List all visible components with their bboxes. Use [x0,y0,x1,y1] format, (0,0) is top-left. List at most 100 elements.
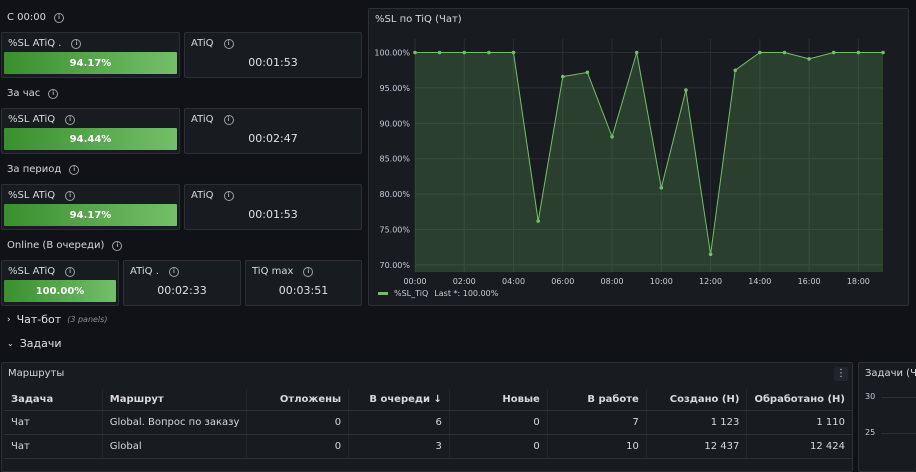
info-icon[interactable]: i [48,88,59,99]
sl-gauge-bar: 100.00% [4,280,116,302]
row-title: Задачи [19,337,62,350]
data-point [487,50,491,55]
x-tick-label: 16:00 [798,277,821,286]
cell-processed: 12 424 [746,434,852,459]
data-point [585,70,590,75]
stat-panel-sl-period[interactable]: %SL ATiQ i 94.17% [1,184,180,230]
data-point [831,50,836,55]
info-icon[interactable]: i [65,114,76,125]
x-tick-label: 12:00 [699,277,722,286]
x-tick-label: 02:00 [453,277,476,286]
row-chatbot[interactable]: › Чат-бот (3 panels) [7,313,107,326]
legend-series-name: %SL_TiQ [394,289,429,298]
stat-panel-atiq-since-midnight[interactable]: ATiQ i 00:01:53 [184,32,362,78]
cell-in-progress: 10 [546,434,647,459]
x-tick-label: 06:00 [551,277,574,286]
info-icon[interactable]: i [168,266,179,277]
cell-new: 0 [448,434,548,459]
info-icon[interactable]: i [53,12,64,23]
column-header-task[interactable]: Задача [4,389,103,411]
atiq-value: 00:01:53 [248,208,298,221]
cell-deferred: 0 [246,434,349,459]
stat-panel-sl-last-hour[interactable]: %SL ATiQ i 94.44% [1,108,180,154]
info-icon[interactable]: i [112,240,123,251]
grid-line [881,397,916,398]
data-point [881,50,885,55]
chart-panel-title: %SL по TiQ (Чат) [375,14,462,25]
data-point [634,50,639,55]
cell-in-queue: 6 [348,410,450,435]
data-point [733,68,738,73]
panel-title: ATiQ [191,38,214,49]
stat-panel-atiq-period[interactable]: ATiQ i 00:01:53 [184,184,362,230]
sort-arrow-down-icon: ↓ [433,394,442,405]
column-header-processed[interactable]: Обработано (Н) [746,389,852,411]
data-point [856,50,861,55]
routes-table: Задача Маршрут Отложены В очереди ↓ Новы… [4,389,852,459]
sl-gauge-bar: 94.17% [4,204,177,226]
column-header-in-progress[interactable]: В работе [546,389,647,411]
y-tick-label: 95.00% [379,84,410,93]
y-tick-label: 90.00% [379,119,410,128]
info-icon[interactable]: i [71,38,82,49]
section-title-online: Online (В очереди) i [7,240,123,251]
cell-in-queue: 3 [348,434,450,459]
sl-value: 100.00% [35,285,85,297]
routes-panel-title: Маршруты [8,368,65,379]
data-point [536,219,540,223]
column-header-new[interactable]: Новые [448,389,548,411]
data-point [437,50,442,55]
x-tick-label: 00:00 [403,277,426,286]
info-icon[interactable]: i [223,38,234,49]
dots-vertical-icon[interactable]: ⋮ [834,367,848,381]
data-point [708,252,713,257]
sl-gauge-bar: 94.17% [4,52,177,74]
x-tick-label: 14:00 [748,277,771,286]
cell-route: Global [101,434,247,459]
column-header-created[interactable]: Создано (Н) [645,389,747,411]
cell-deferred: 0 [246,410,349,435]
data-point [659,185,664,190]
cell-route: Global. Вопрос по заказу [101,410,247,435]
sl-value: 94.44% [69,133,112,145]
info-icon[interactable]: i [223,114,234,125]
cell-task: Чат [4,410,103,435]
cell-in-progress: 7 [546,410,647,435]
y-tick-label: 70.00% [379,261,410,270]
cell-created: 1 123 [645,410,747,435]
sl-tiq-chart: 100.00% 95.00% 90.00% 85.00% 80.00% 75.00% 70.… [374,39,885,286]
y-tick-label: 30 [865,392,876,401]
sl-value: 94.17% [69,209,112,221]
panel-title: %SL ATiQ . [8,38,62,49]
info-icon[interactable]: i [65,190,76,201]
row-tasks[interactable]: ⌄ Задачи [7,337,62,350]
atiq-value: 00:02:47 [248,132,298,145]
routes-table-panel[interactable]: Маршруты ⋮ Задача Маршрут Отложены В оче… [1,362,853,472]
stat-panel-sl-since-midnight[interactable]: %SL ATiQ . i 94.17% [1,32,180,78]
cell-processed: 1 110 [746,410,852,435]
chart-legend[interactable]: %SL_TiQ Last *: 100.00% [378,289,498,298]
column-header-deferred[interactable]: Отложены [246,389,349,411]
data-point [610,134,614,139]
data-point [462,50,467,55]
x-tick-label: 18:00 [847,277,870,286]
column-header-route[interactable]: Маршрут [101,389,247,411]
stat-panel-atiq-online[interactable]: ATiQ . i 00:02:33 [123,260,241,306]
data-point [560,74,565,79]
info-icon[interactable]: i [65,266,76,277]
data-point [807,57,811,61]
sl-value: 94.17% [69,57,112,69]
stat-panel-sl-online[interactable]: %SL ATiQ i 100.00% [1,260,119,306]
chart-panel-sl-tiq[interactable]: %SL по TiQ (Чат) 100.00% 95.00% 90.00% 85.0… [368,8,909,306]
series-line [415,52,883,255]
stat-panel-atiq-last-hour[interactable]: ATiQ i 00:02:47 [184,108,362,154]
legend-last-value: Last *: 100.00% [434,289,499,298]
column-header-in-queue[interactable]: В очереди ↓ [348,389,450,411]
tasks-chart-panel[interactable]: Задачи (Ча 30 25 [858,362,916,472]
stat-panel-tiq-max-online[interactable]: TiQ max i 00:03:51 [245,260,362,306]
info-icon[interactable]: i [303,266,314,277]
panel-title: ATiQ . [130,266,159,277]
info-icon[interactable]: i [223,190,234,201]
info-icon[interactable]: i [69,164,80,175]
chevron-right-icon: › [7,314,11,325]
